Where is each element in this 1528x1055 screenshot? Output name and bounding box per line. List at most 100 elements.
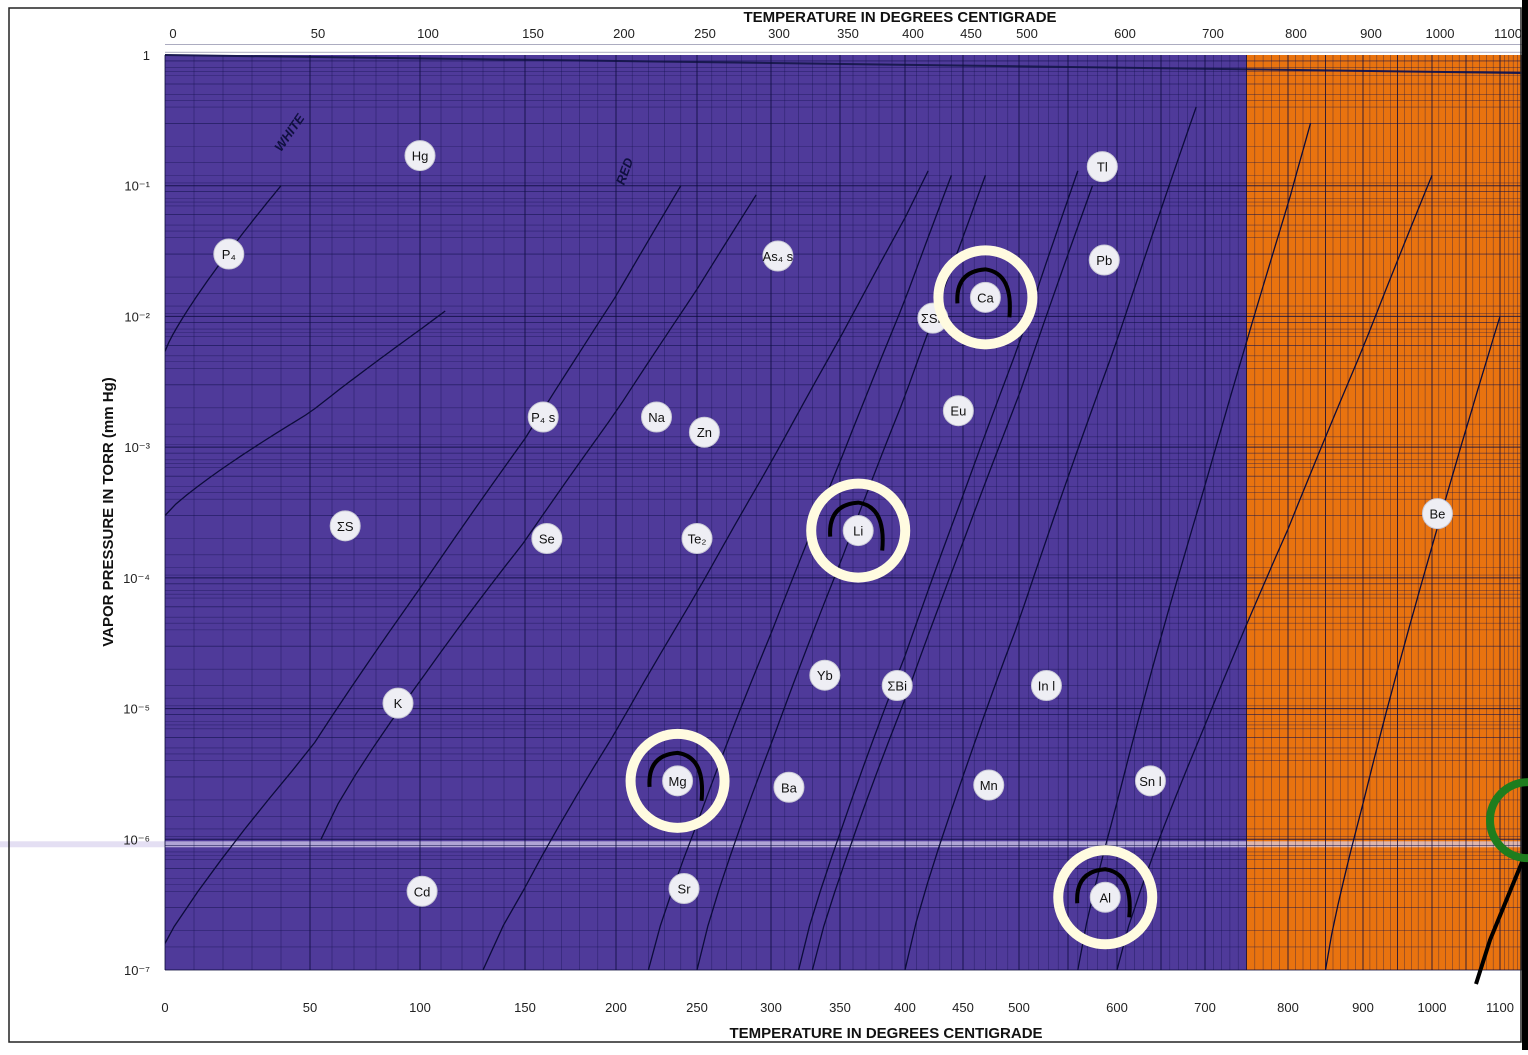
x-tick-label-top: 600 <box>1114 26 1136 41</box>
x-tick-label-bottom: 300 <box>760 1000 782 1015</box>
green-highlight-circle <box>1486 778 1528 863</box>
vapor-pressure-curve <box>1324 316 1501 970</box>
element-symbol: ΣBi <box>887 679 907 694</box>
element-symbol: Sn l <box>1139 774 1162 789</box>
element-label: Al <box>1089 881 1121 913</box>
hand-drawn-mark <box>828 500 885 551</box>
x-tick-label-bottom: 100 <box>409 1000 431 1015</box>
element-symbol: Tl <box>1097 160 1108 175</box>
element-label: Te₂ <box>681 523 713 555</box>
element-badge <box>969 281 1001 313</box>
hand-drawn-mark <box>1075 867 1132 918</box>
vapor-pressure-curve <box>797 170 1079 970</box>
element-badge <box>1088 244 1120 276</box>
vapor-pressure-curve <box>811 185 1094 970</box>
x-tick-label-top: 50 <box>311 26 325 41</box>
element-badge <box>809 659 841 691</box>
element-symbol: Cd <box>414 884 431 899</box>
element-label: Cd <box>406 875 438 907</box>
highlight-circle <box>933 245 1038 350</box>
element-symbol: Li <box>853 524 863 539</box>
y-tick-label: 10⁻³ <box>124 440 150 455</box>
y-tick-label: 10⁻⁷ <box>124 963 150 978</box>
element-label: Eu <box>942 395 974 427</box>
element-label: As₄ s <box>762 240 794 272</box>
highlight-circle <box>806 478 911 583</box>
highlight-annotations <box>625 245 1528 985</box>
page-border <box>8 7 1522 1043</box>
x-tick-label-top: 450 <box>960 26 982 41</box>
element-symbol: Ca <box>977 290 994 305</box>
x-tick-label-bottom: 800 <box>1277 1000 1299 1015</box>
element-label: Sn l <box>1134 765 1166 797</box>
element-badge <box>668 873 700 905</box>
x-tick-label-bottom: 900 <box>1352 1000 1374 1015</box>
vapor-pressure-curve <box>1077 123 1312 970</box>
x-tick-label-top: 350 <box>837 26 859 41</box>
element-badge <box>1134 765 1166 797</box>
scan-crease <box>0 841 1528 848</box>
element-label: P₄ <box>213 238 245 270</box>
x-tick-label-top: 700 <box>1202 26 1224 41</box>
x-tick-label-bottom: 350 <box>829 1000 851 1015</box>
y-tick-label: 10⁻¹ <box>124 179 150 194</box>
x-tick-label-bottom: 1100 <box>1486 1000 1514 1015</box>
element-label: ΣBi <box>881 670 913 702</box>
element-symbol: Ba <box>781 780 798 795</box>
element-badge <box>773 771 805 803</box>
element-label: Li <box>842 515 874 547</box>
element-symbol: Mg <box>669 774 687 789</box>
x-tick-label-bottom: 1000 <box>1418 1000 1447 1015</box>
element-label: Pb <box>1088 244 1120 276</box>
element-label: Se <box>531 523 563 555</box>
element-symbol: Mn <box>980 778 998 793</box>
element-badge <box>942 395 974 427</box>
element-symbol: Yb <box>817 668 833 683</box>
element-label: Ca <box>969 281 1001 313</box>
element-label: K <box>382 687 414 719</box>
element-label: ΣS <box>329 510 361 542</box>
x-axis-title-bottom: TEMPERATURE IN DEGREES CENTIGRADE <box>729 1025 1042 1042</box>
y-tick-label: 10⁻² <box>124 309 150 324</box>
element-badge <box>641 401 672 433</box>
element-symbol: In l <box>1038 679 1055 694</box>
x-tick-label-top: 500 <box>1016 26 1038 41</box>
vapor-pressure-curve <box>165 310 446 516</box>
x-tick-label-bottom: 150 <box>514 1000 536 1015</box>
region-band <box>1246 55 1522 970</box>
element-symbol: Na <box>648 410 665 425</box>
element-symbol: Pb <box>1096 253 1112 268</box>
element-badge <box>404 140 436 172</box>
element-symbol: Sr <box>678 882 692 897</box>
element-badge <box>762 240 794 272</box>
element-badge <box>688 416 720 448</box>
y-tick-label: 1 <box>143 48 150 63</box>
element-symbol: Al <box>1099 890 1111 905</box>
element-badge <box>531 523 563 555</box>
x-axis-title-top: TEMPERATURE IN DEGREES CENTIGRADE <box>743 9 1056 26</box>
x-tick-label-top: 100 <box>417 26 439 41</box>
element-symbol: K <box>394 696 403 711</box>
right-edge <box>1522 0 1528 1050</box>
x-tick-label-bottom: 500 <box>1008 1000 1030 1015</box>
element-badge <box>842 515 874 547</box>
element-badge <box>973 769 1005 801</box>
x-tick-label-bottom: 200 <box>605 1000 627 1015</box>
hand-drawn-line <box>1474 861 1524 985</box>
element-symbol: P₄ <box>222 247 236 262</box>
element-label: Zn <box>688 416 720 448</box>
element-label: Mn <box>973 769 1005 801</box>
y-tick-label: 10⁻⁶ <box>123 832 150 847</box>
hand-drawn-mark <box>955 267 1012 318</box>
y-tick-label: 10⁻⁵ <box>123 702 150 717</box>
element-symbol: Zn <box>697 425 712 440</box>
element-badge <box>527 401 559 433</box>
x-tick-label-bottom: 700 <box>1194 1000 1216 1015</box>
element-badge <box>329 510 361 542</box>
element-badge <box>213 238 245 270</box>
y-axis-title: VAPOR PRESSURE IN TORR (mm Hg) <box>100 377 117 646</box>
element-label: In l <box>1030 670 1062 702</box>
element-symbol: Te₂ <box>688 532 707 547</box>
